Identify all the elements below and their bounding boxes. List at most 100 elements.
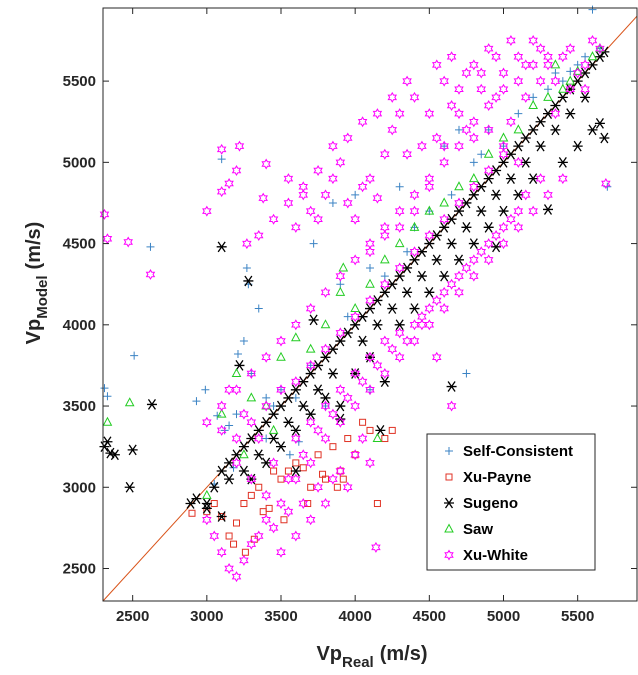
data-point	[231, 164, 242, 176]
data-point	[335, 416, 346, 428]
x-tick-label: 2500	[116, 608, 149, 625]
data-point	[431, 294, 442, 306]
data-point	[498, 132, 509, 142]
data-point	[261, 400, 271, 410]
data-point	[238, 441, 249, 453]
data-point	[528, 99, 539, 109]
data-point	[402, 148, 412, 160]
data-point	[387, 343, 398, 355]
data-point	[372, 359, 383, 371]
data-point	[483, 173, 494, 184]
data-point	[498, 221, 509, 233]
data-point	[572, 140, 583, 152]
data-point	[588, 5, 597, 14]
data-point	[506, 116, 516, 128]
y-tick-label: 3000	[63, 479, 96, 496]
data-point	[446, 238, 457, 249]
data-point	[446, 400, 457, 412]
data-point	[535, 116, 546, 128]
data-point	[313, 424, 323, 436]
data-point	[320, 400, 331, 412]
data-point	[261, 514, 271, 526]
data-point	[283, 197, 294, 209]
data-point	[454, 205, 464, 217]
legend-label: Xu-White	[463, 547, 528, 564]
data-point	[292, 459, 300, 467]
legend-label: Saw	[463, 521, 493, 538]
data-point	[268, 522, 279, 534]
data-point	[210, 500, 218, 508]
data-point	[328, 140, 338, 152]
data-point	[409, 246, 420, 258]
data-point	[380, 254, 390, 264]
data-point	[243, 275, 254, 287]
data-point	[202, 205, 212, 217]
legend: Self-Consistent Xu-Payne Sugeno Saw Xu-White	[426, 433, 596, 571]
data-point	[350, 213, 360, 225]
x-axis-label-sub: Real	[342, 654, 374, 671]
data-point	[469, 59, 479, 71]
data-point	[342, 392, 353, 404]
data-point	[469, 270, 479, 282]
data-point	[409, 205, 420, 217]
data-point	[439, 270, 450, 282]
data-point	[298, 376, 309, 388]
data-point	[357, 376, 368, 388]
data-point	[246, 416, 257, 428]
data-point	[417, 311, 427, 323]
data-point	[565, 83, 576, 95]
y-axis-label-unit: (m/s)	[23, 222, 45, 270]
data-point	[520, 132, 531, 144]
data-point	[446, 381, 457, 392]
data-point	[290, 384, 301, 396]
x-tick-label: 5500	[561, 608, 594, 625]
data-point	[276, 441, 286, 453]
data-point	[202, 514, 212, 526]
data-point	[280, 516, 288, 524]
data-point	[123, 236, 133, 248]
data-point	[379, 376, 390, 388]
data-point	[454, 181, 464, 191]
data-point	[506, 34, 516, 46]
data-point	[491, 91, 501, 103]
data-point	[416, 246, 427, 258]
data-point	[365, 294, 375, 306]
data-point	[320, 351, 331, 363]
data-point	[520, 59, 531, 71]
data-point	[261, 457, 272, 469]
y-tick-label: 4000	[63, 317, 96, 334]
data-point	[239, 337, 248, 346]
data-point	[365, 303, 375, 314]
data-point	[320, 319, 331, 329]
data-point	[431, 59, 442, 71]
data-point	[304, 500, 312, 508]
data-point	[417, 140, 427, 152]
data-point	[109, 449, 120, 461]
data-point	[261, 400, 271, 412]
data-point	[462, 369, 471, 378]
data-point	[439, 303, 449, 315]
data-point	[276, 498, 286, 510]
data-point	[305, 205, 316, 217]
data-point	[550, 75, 561, 87]
data-point	[145, 268, 156, 280]
data-point	[320, 343, 331, 355]
data-point	[439, 213, 449, 225]
legend-marker	[444, 523, 454, 533]
data-point	[365, 238, 375, 250]
data-point	[498, 156, 509, 168]
data-point	[375, 425, 386, 436]
x-tick-label: 4000	[338, 608, 371, 625]
data-point	[469, 158, 478, 167]
y-tick-label: 4500	[63, 236, 96, 253]
legend-marker	[445, 473, 453, 481]
data-point	[357, 335, 368, 347]
data-point	[276, 335, 286, 347]
data-point	[230, 540, 238, 548]
data-point	[216, 186, 227, 198]
data-point	[270, 467, 278, 475]
y-tick-label: 3500	[63, 398, 96, 415]
series-xu-white	[99, 34, 611, 583]
data-point	[359, 418, 367, 426]
data-point	[335, 286, 346, 296]
